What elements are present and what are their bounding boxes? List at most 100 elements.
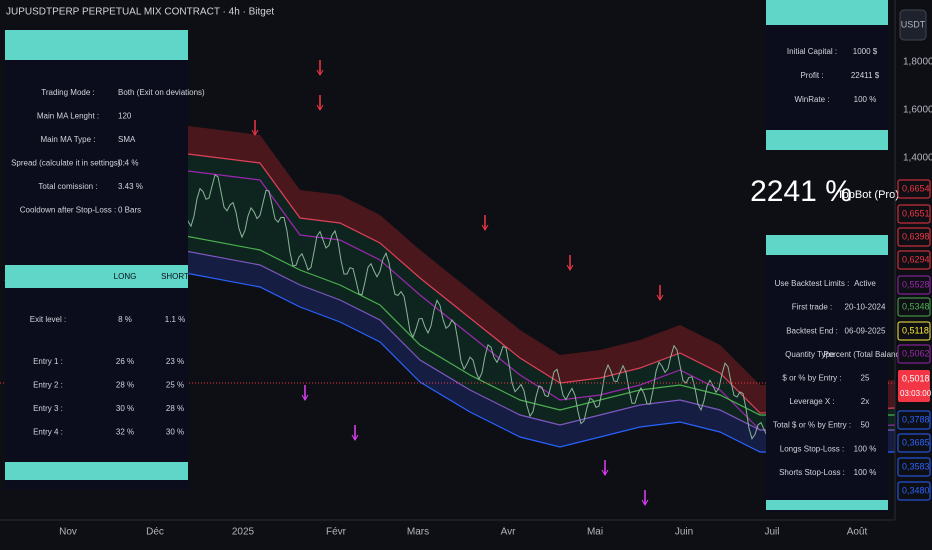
band-line: [179, 152, 896, 414]
price-label: 1,6000: [903, 105, 932, 116]
signal-arrow-head: [316, 104, 324, 111]
panel-bar: [766, 0, 888, 25]
price-tag: [897, 179, 931, 199]
signal-arrow-head: [301, 394, 309, 401]
last-price-tag: [898, 370, 930, 402]
panel-header: [5, 30, 188, 60]
price-tag: [897, 457, 931, 477]
backtest-value: 2x: [861, 397, 869, 406]
price-tag-label: 0,5062: [902, 348, 930, 358]
setting-value: 120: [118, 112, 132, 121]
setting-value: Both (Exit on deviations): [118, 88, 205, 97]
price-label: 1,4000: [903, 153, 932, 164]
backtest-value: 20-10-2024: [845, 303, 886, 312]
setting-label: Cooldown after Stop-Loss :: [20, 206, 117, 215]
backtest-value: 25: [861, 374, 870, 383]
result-label: WinRate :: [794, 95, 829, 104]
level-label: Exit level :: [30, 315, 66, 324]
price-tag: [897, 227, 931, 247]
price-tag-label: 0,3788: [902, 414, 930, 424]
backtest-label: Quantity Type :: [785, 350, 839, 359]
level-value: 25 %: [166, 381, 184, 390]
signal-arrow-head: [641, 499, 649, 506]
price-tag: [897, 481, 931, 501]
level-label: Entry 3 :: [33, 404, 63, 413]
result-value: 100 %: [854, 95, 877, 104]
level-value: 30 %: [166, 428, 184, 437]
setting-label: Spread (calculate it in settings) :: [11, 159, 125, 168]
time-label: Août: [847, 527, 868, 538]
result-label: Initial Capital :: [787, 47, 837, 56]
price-tag: [897, 204, 931, 224]
backtest-value: 100 %: [854, 444, 877, 453]
setting-label: Main MA Type :: [41, 135, 96, 144]
backtest-value: 50: [861, 421, 870, 430]
band-line: [179, 234, 895, 416]
price-tag: [897, 250, 931, 270]
price-tag-label: 0,3685: [902, 437, 930, 447]
setting-label: Main MA Lenght :: [37, 112, 99, 121]
time-label: Mars: [407, 527, 429, 538]
panel-bar: [766, 130, 888, 150]
setting-label: Trading Mode :: [41, 88, 95, 97]
price-tag-label: 0,6294: [902, 254, 930, 264]
setting-value: 0.4 %: [118, 159, 138, 168]
backtest-value: 100 %: [854, 468, 877, 477]
panel-bar: [5, 462, 188, 480]
backtest-label: $ or % by Entry :: [782, 374, 841, 383]
level-value: 26 %: [116, 357, 134, 366]
backtest-value: Active: [854, 279, 876, 288]
currency-button[interactable]: [899, 9, 927, 41]
band-line: [179, 169, 896, 431]
setting-value: SMA: [118, 135, 136, 144]
result-value: 22411 $: [851, 71, 880, 80]
settings-panel: [5, 30, 188, 490]
signal-arrow-head: [656, 294, 664, 301]
countdown: 03:03:00: [900, 389, 932, 398]
price-tag: [897, 321, 931, 341]
setting-label: Total comission :: [38, 182, 97, 191]
level-value: 8 %: [118, 315, 132, 324]
price-tag-label: 0,3480: [902, 485, 930, 495]
strategy-name: TopBot (Pro): [837, 189, 899, 201]
time-label: Mai: [587, 527, 603, 538]
backtest-label: Total $ or % by Entry :: [773, 421, 851, 430]
currency: USDT: [901, 19, 926, 29]
price-tag-label: 0,6398: [902, 231, 930, 241]
level-value: 23 %: [166, 357, 184, 366]
level-label: Entry 2 :: [33, 381, 63, 390]
column-header: SHORT: [161, 272, 189, 281]
level-label: Entry 4 :: [33, 428, 63, 437]
price-tag: [897, 410, 931, 430]
time-label: Févr: [326, 527, 347, 538]
setting-value: 0 Bars: [118, 206, 141, 215]
performance-box: [766, 150, 888, 235]
signal-arrow-head: [601, 469, 609, 476]
backtest-label: Backtest End :: [786, 326, 838, 335]
result-value: 1000 $: [853, 47, 878, 56]
backtest-label: Longs Stop-Loss :: [780, 444, 844, 453]
time-label: Juil: [764, 527, 779, 538]
price-tag: [897, 344, 931, 364]
level-value: 1.1 %: [165, 315, 185, 324]
price-tag-label: 0,6654: [902, 183, 930, 193]
price-tag-label: 0,3583: [902, 461, 930, 471]
result-label: Profit :: [800, 71, 823, 80]
time-label: Nov: [59, 527, 77, 538]
band-line: [179, 249, 895, 431]
level-value: 28 %: [116, 381, 134, 390]
price-tag-label: 0,6551: [902, 208, 930, 218]
time-label: Juin: [675, 527, 693, 538]
backtest-value: 06-09-2025: [845, 326, 886, 335]
band-line: [179, 271, 895, 453]
price-label: 1,8000: [903, 57, 932, 68]
price-tag-label: 0,5118: [902, 325, 929, 335]
backtest-value: Percent (Total Balance): [823, 350, 906, 359]
setting-value: 3.43 %: [118, 182, 143, 191]
performance: 2241 %: [750, 175, 852, 208]
signal-arrow-head: [481, 224, 489, 231]
signal-arrow-head: [566, 264, 574, 271]
signal-arrow-head: [251, 129, 259, 136]
level-value: 28 %: [166, 404, 184, 413]
